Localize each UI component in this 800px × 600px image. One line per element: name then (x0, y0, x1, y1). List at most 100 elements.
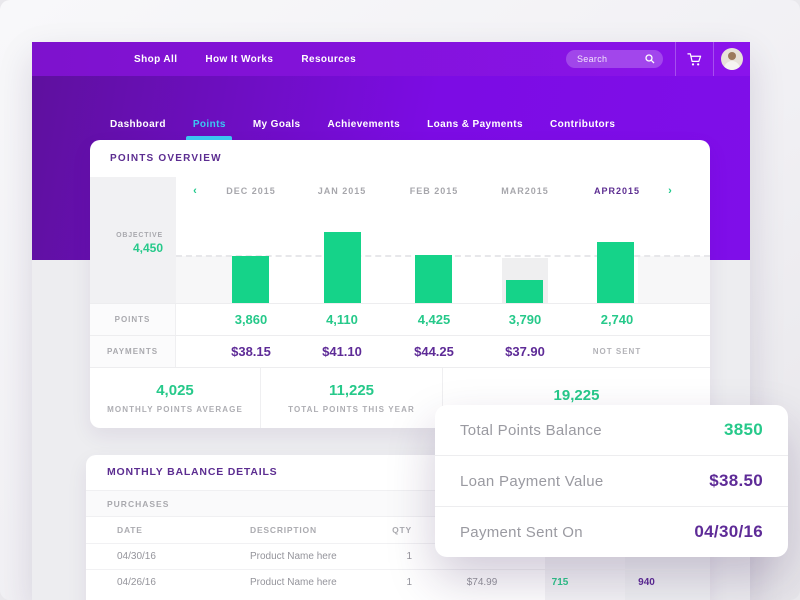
avatar (721, 48, 743, 70)
cell-balance: 940 (638, 577, 655, 588)
cell-description: Product Name here (250, 551, 337, 562)
search-icon[interactable] (645, 54, 655, 64)
active-tab-indicator (185, 136, 232, 140)
bar-jan[interactable] (324, 232, 361, 303)
cell-qty: 1 (406, 577, 412, 588)
divider (713, 42, 714, 76)
overlay-row-total-points: Total Points Balance 3850 (435, 405, 788, 455)
overlay-value: 3850 (723, 420, 763, 439)
chevron-left-icon[interactable]: ‹ (193, 185, 197, 197)
overlay-row-loan-payment: Loan Payment Value $38.50 (435, 455, 788, 506)
cell-date: 04/26/16 (117, 577, 156, 588)
tab-label: My Goals (252, 118, 301, 130)
tab-my-goals[interactable]: My Goals (253, 108, 301, 140)
summary-value: 4,025 (156, 382, 194, 399)
tab-label: Contributors (549, 118, 616, 130)
table-header-row: DATE DESCRIPTION QTY (86, 517, 710, 543)
dashboard-tabs: Dashboard Points My Goals Achievements L… (110, 108, 615, 140)
loan-summary-overlay-card: Total Points Balance 3850 Loan Payment V… (435, 405, 788, 557)
month-feb[interactable]: FEB 2015 (409, 186, 459, 196)
tab-points[interactable]: Points (185, 108, 232, 140)
bar-mar[interactable] (506, 280, 543, 303)
payments-row: PAYMENTS $38.15 $41.10 $44.25 $37.90 NOT… (90, 335, 710, 367)
tab-achievements[interactable]: Achievements (327, 108, 400, 140)
month-dec[interactable]: DEC 2015 (226, 186, 276, 196)
month-mar[interactable]: MAR2015 (501, 186, 549, 196)
cart-button[interactable] (676, 42, 713, 76)
payment-not-sent: NOT SENT (592, 347, 642, 356)
nav-how-it-works[interactable]: How It Works (205, 53, 274, 65)
search-input[interactable] (577, 54, 645, 64)
payments-row-label: PAYMENTS (90, 336, 176, 367)
summary-total-points: 11,225 TOTAL POINTS THIS YEAR (260, 368, 442, 428)
overlay-row-payment-sent: Payment Sent On 04/30/16 (435, 506, 788, 557)
bar-feb[interactable] (415, 255, 452, 303)
points-overview-grid: OBJECTIVE 4,450 ‹ DEC 2015 JAN 2015 FEB … (90, 177, 710, 428)
cart-icon (687, 52, 702, 65)
overlay-label: Total Points Balance (460, 421, 602, 439)
tab-label: Achievements (327, 118, 401, 130)
points-value: 4,110 (326, 312, 358, 327)
header-date: DATE (117, 525, 143, 535)
monthly-balance-title: MONTHLY BALANCE DETAILS (107, 466, 278, 478)
points-value: 2,740 (600, 312, 634, 327)
points-overview-title: POINTS OVERVIEW (110, 153, 222, 164)
summary-value: 11,225 (328, 382, 375, 399)
top-bar-right (566, 42, 750, 76)
payment-value: $41.10 (322, 344, 362, 359)
nav-shop-all[interactable]: Shop All (134, 53, 178, 65)
points-bar-chart (176, 205, 710, 303)
chart-edge-band (176, 256, 232, 303)
nav-resources[interactable]: Resources (301, 53, 357, 65)
month-apr-active[interactable]: APR2015 (593, 186, 641, 196)
tab-label: Loans & Payments (427, 118, 523, 130)
tab-contributors[interactable]: Contributors (550, 108, 615, 140)
chevron-right-icon[interactable]: › (668, 185, 672, 197)
points-value: 3,860 (234, 312, 268, 327)
overlay-value: $38.50 (709, 471, 763, 490)
overlay-value: 04/30/16 (694, 522, 763, 541)
top-navigation: Shop All How It Works Resources (32, 54, 356, 65)
cell-price: $74.99 (466, 577, 498, 588)
overlay-label: Payment Sent On (460, 523, 583, 541)
summary-monthly-average: 4,025 MONTHLY POINTS AVERAGE (90, 368, 260, 428)
summary-label: MONTHLY POINTS AVERAGE (107, 405, 243, 414)
points-value: 4,425 (417, 312, 451, 327)
bar-apr[interactable] (597, 242, 634, 303)
points-row: POINTS 3,860 4,110 4,425 3,790 2,740 (90, 303, 710, 335)
chart-left-rail (90, 177, 176, 303)
payment-value: $38.15 (231, 344, 271, 359)
points-overview-card: POINTS OVERVIEW OBJECTIVE 4,450 ‹ DEC 20… (90, 140, 710, 428)
cell-qty: 1 (406, 551, 412, 562)
summary-row: 4,025 MONTHLY POINTS AVERAGE 11,225 TOTA… (90, 367, 710, 428)
points-value: 3,790 (508, 312, 542, 327)
summary-third-cell: 19,225 (442, 368, 710, 428)
objective-block: OBJECTIVE 4,450 (90, 232, 176, 255)
header-qty: QTY (392, 525, 412, 535)
month-jan[interactable]: JAN 2015 (317, 186, 367, 196)
month-selector-row: ‹ DEC 2015 JAN 2015 FEB 2015 MAR2015 APR… (176, 177, 710, 205)
tab-label: Dashboard (110, 118, 166, 130)
header-description: DESCRIPTION (250, 525, 317, 535)
payment-value: $37.90 (505, 344, 545, 359)
tab-loans-payments[interactable]: Loans & Payments (427, 108, 523, 140)
overlay-label: Loan Payment Value (460, 472, 604, 490)
account-menu[interactable] (714, 42, 750, 76)
payment-value: $44.25 (414, 344, 454, 359)
divider (675, 42, 676, 76)
tab-dashboard[interactable]: Dashboard (110, 108, 166, 140)
top-bar: Shop All How It Works Resources (32, 42, 750, 76)
summary-label: TOTAL POINTS THIS YEAR (288, 405, 415, 414)
cell-description: Product Name here (250, 577, 337, 588)
points-row-label: POINTS (90, 304, 176, 335)
chart-edge-band (638, 256, 710, 303)
bar-dec[interactable] (232, 256, 269, 303)
tab-label: Points (192, 118, 226, 130)
objective-label: OBJECTIVE (116, 232, 163, 239)
cell-points: 715 (551, 577, 569, 588)
search-box[interactable] (566, 50, 663, 68)
objective-value: 4,450 (132, 241, 163, 255)
table-row: 04/30/16 Product Name here 1 (86, 543, 710, 569)
summary-value: 19,225 (553, 386, 600, 404)
